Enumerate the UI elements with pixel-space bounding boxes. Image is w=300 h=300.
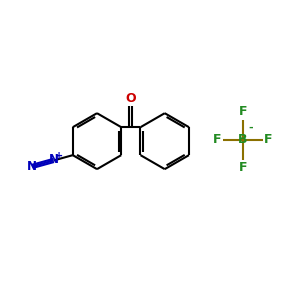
Text: N: N: [49, 153, 59, 167]
Text: +: +: [55, 151, 63, 161]
Text: O: O: [125, 92, 136, 105]
Text: F: F: [213, 133, 222, 146]
Text: F: F: [264, 133, 272, 146]
Text: F: F: [238, 106, 247, 118]
Text: B: B: [238, 133, 247, 146]
Text: F: F: [238, 161, 247, 174]
Text: N: N: [27, 160, 37, 173]
Text: -: -: [248, 123, 253, 133]
